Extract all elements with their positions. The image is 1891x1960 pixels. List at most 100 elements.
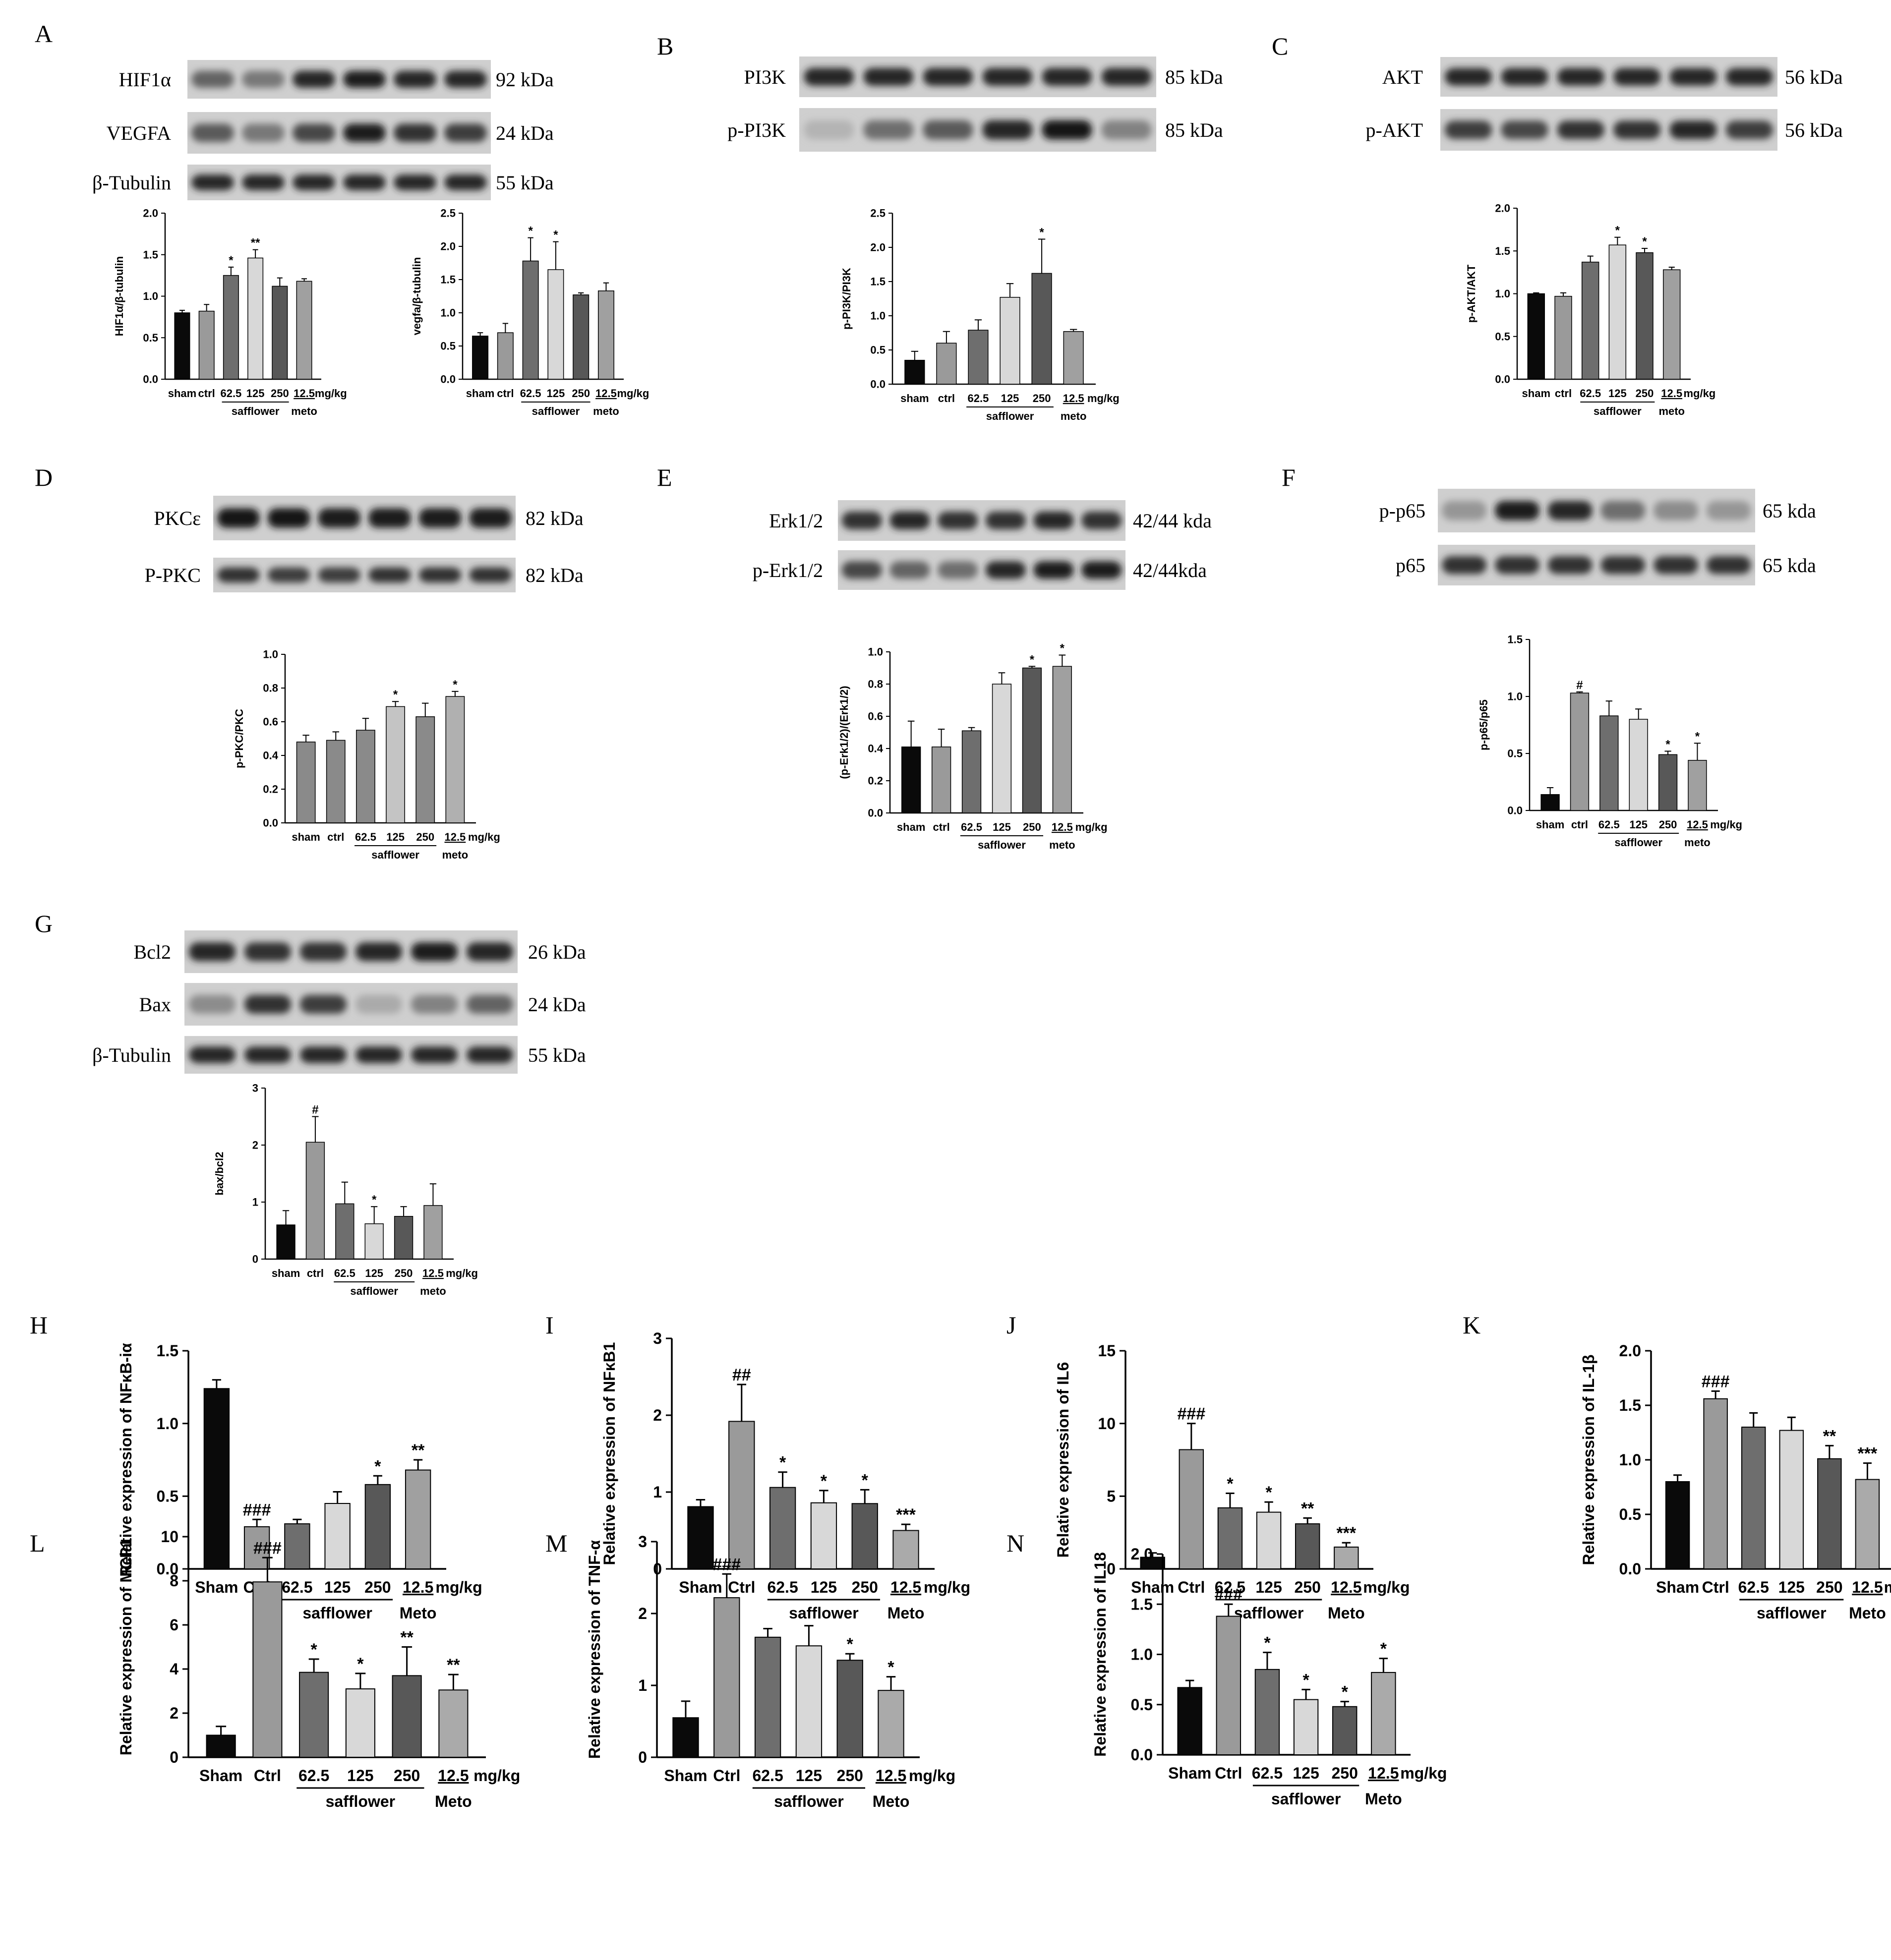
bar xyxy=(1295,1523,1320,1569)
x-tick-label: 250 xyxy=(837,1767,863,1785)
y-tick-label: 0.0 xyxy=(440,373,456,386)
x-tick-label: 62.5 xyxy=(334,1267,355,1279)
panel-letter: H xyxy=(30,1311,48,1339)
drug-label: Meto xyxy=(435,1792,472,1810)
y-axis-label: Relative expression of NFκB1 xyxy=(600,1342,618,1565)
blot-membrane xyxy=(1440,57,1777,97)
bar xyxy=(405,1469,431,1570)
significance-mark: ## xyxy=(732,1366,751,1384)
x-tick-label: 12.5 xyxy=(444,831,466,843)
x-tick-label: 125 xyxy=(1778,1578,1805,1596)
significance-mark: * xyxy=(229,254,234,267)
x-tick-label: 12.5 xyxy=(422,1267,444,1279)
y-axis-label: p-p65/p65 xyxy=(1477,699,1490,750)
y-tick-label: 5 xyxy=(1107,1488,1116,1505)
chart-l-12: L 0 2 4 6 8 10 Relative expression of MCP1 Sham #… xyxy=(30,1528,520,1810)
blot-kda-label: 24 kDa xyxy=(496,122,554,144)
blot-band xyxy=(299,1046,347,1063)
y-tick-label: 3 xyxy=(638,1533,647,1551)
blot-band xyxy=(985,561,1026,579)
x-tick-label: Ctrl xyxy=(1215,1764,1242,1782)
group-label: safflower xyxy=(232,405,280,417)
x-tick-label: 62.5 xyxy=(220,387,241,400)
x-tick-label: ctrl xyxy=(198,387,215,400)
chart-j-10: J 0 5 10 15 Relative expression of IL6 Sham ###… xyxy=(1006,1311,1410,1622)
bar xyxy=(547,269,564,380)
y-tick-label: 3 xyxy=(653,1329,662,1347)
y-tick-label: 8 xyxy=(170,1572,178,1590)
blot-band xyxy=(293,174,335,190)
y-tick-label: 1.5 xyxy=(1495,245,1510,257)
blot-band xyxy=(411,1046,458,1063)
blot-membrane xyxy=(838,550,1125,590)
significance-mark: ** xyxy=(1823,1427,1836,1445)
y-tick-label: 0.5 xyxy=(1619,1505,1641,1523)
blot-band xyxy=(923,67,973,86)
x-tick-label: 250 xyxy=(395,1267,413,1279)
x-tick-label: sham xyxy=(466,387,494,400)
significance-mark: ### xyxy=(253,1539,282,1557)
blot-kda-label: 85 kDa xyxy=(1165,66,1223,88)
bar xyxy=(324,1503,351,1569)
blot-band xyxy=(318,567,360,583)
y-tick-label: 0 xyxy=(638,1748,647,1766)
y-tick-label: 10 xyxy=(161,1528,178,1546)
bar xyxy=(597,290,614,380)
significance-mark: ### xyxy=(1702,1372,1730,1391)
blot-band xyxy=(444,174,487,190)
bar xyxy=(1570,692,1590,811)
significance-mark: ### xyxy=(1177,1405,1205,1424)
y-tick-label: 1.0 xyxy=(868,646,883,658)
significance-mark: * xyxy=(393,688,398,701)
bar xyxy=(203,1388,230,1569)
blot-band xyxy=(217,567,260,583)
x-tick-label: 62.5 xyxy=(968,392,989,404)
x-tick-label: 125 xyxy=(347,1767,373,1785)
blot-band xyxy=(444,123,487,142)
chart-c-3: 0.0 0.5 1.0 1.5 2.0 p-AKT/AKT sham ctrl 62.5 * 125… xyxy=(1465,202,1715,417)
x-tick-label: 125 xyxy=(1629,818,1648,831)
chart-m-13: M 0 1 2 3 Relative expression of TNF-α Sham ###… xyxy=(545,1529,955,1810)
unit-label: mg/kg xyxy=(446,1267,478,1279)
significance-mark: * xyxy=(528,225,533,238)
unit-label: mg/kg xyxy=(315,387,347,400)
blot-band xyxy=(1501,68,1548,86)
x-tick-label: 125 xyxy=(386,831,405,843)
group-label: safflower xyxy=(1614,836,1662,849)
blot-band xyxy=(244,995,292,1014)
bar xyxy=(1599,715,1619,811)
x-tick-label: 125 xyxy=(365,1267,383,1279)
y-tick-label: 2.0 xyxy=(440,240,456,253)
significance-mark: * xyxy=(821,1472,827,1491)
blot-band xyxy=(466,1046,514,1063)
bar xyxy=(247,257,264,380)
x-tick-label: 250 xyxy=(394,1767,420,1785)
blot-kda-label: 65 kda xyxy=(1763,500,1816,522)
blot-band xyxy=(355,1046,403,1063)
y-axis-label: Relative expression of IL-1β xyxy=(1580,1355,1597,1565)
blot-band xyxy=(1081,511,1122,530)
bar xyxy=(206,1734,236,1758)
drug-label: meto xyxy=(1658,405,1685,417)
x-tick-label: 125 xyxy=(246,387,265,400)
x-tick-label: sham xyxy=(1536,818,1564,831)
panel-letter: I xyxy=(545,1311,554,1339)
bar xyxy=(1581,261,1599,380)
blot-panel-c: C AKT 56 kDa p-AKT 56 kDa xyxy=(1272,32,1843,151)
drug-label: Meto xyxy=(1365,1790,1402,1808)
bar xyxy=(1022,667,1042,813)
panel-letter: N xyxy=(1006,1529,1024,1557)
x-tick-label: Sham xyxy=(199,1767,242,1785)
blot-row: PKCε 82 kDa xyxy=(154,496,584,540)
x-tick-label: 62.5 xyxy=(1252,1764,1283,1782)
blot-band xyxy=(444,70,487,88)
blot-row: β-Tubulin 55 kDa xyxy=(92,1036,586,1074)
bar xyxy=(394,1216,414,1260)
blot-band xyxy=(982,120,1033,140)
bar xyxy=(276,1224,295,1260)
blot-membrane xyxy=(838,500,1125,541)
blot-band xyxy=(804,67,854,86)
significance-mark: ** xyxy=(412,1441,425,1460)
x-tick-label: Sham xyxy=(1131,1578,1174,1596)
